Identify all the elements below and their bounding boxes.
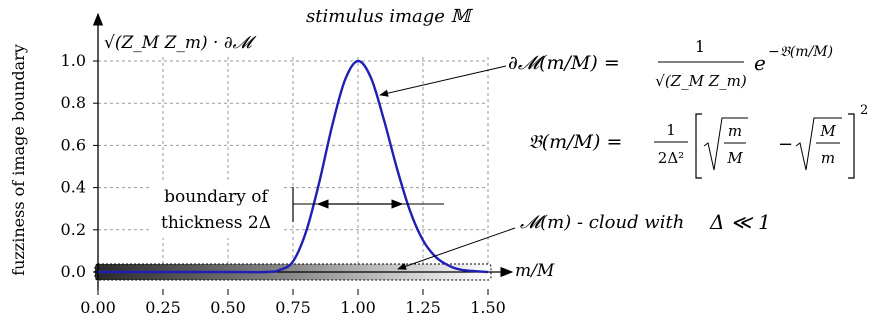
x-axis-label: m/M [515, 261, 555, 281]
x-tick-label: 0.25 [145, 298, 181, 317]
grid-lines [98, 57, 489, 272]
boundary-annotation: boundary of thickness 2Δ [150, 182, 444, 238]
formula-2-a-den: M [726, 149, 743, 167]
series-line [98, 59, 489, 274]
y-axis-annotation: √(Z_M Z_m) · ∂𝓜 [104, 33, 257, 53]
axes [92, 12, 514, 290]
formula-1: ∂𝓜(m/M) = 1 √(Z_M Z_m) e −𝔅(m/M) [508, 37, 833, 90]
formula-1-exponent: −𝔅(m/M) [768, 44, 833, 60]
formula-2-a-num: m [728, 122, 742, 140]
y-tick-label: 0.2 [61, 220, 86, 239]
y-tick-label: 0.8 [61, 93, 86, 112]
formula-2-minus: − [778, 134, 793, 155]
formula-2-lhs: 𝔅(m/M) = [528, 131, 622, 153]
y-tick-label: 0.6 [61, 135, 86, 154]
formula-1-numerator: 1 [695, 37, 705, 56]
formula-2-sup: 2 [860, 103, 868, 118]
y-tick-label: 0.0 [61, 262, 86, 281]
y-tick-label: 0.4 [61, 178, 86, 197]
y-axis-title: fuzziness of image boundary [9, 44, 28, 276]
x-tick-label: 1.50 [470, 298, 506, 317]
boundary-label-bg [150, 182, 282, 238]
formula-2-frac-num: 1 [666, 121, 676, 139]
y-tick-label: 1.0 [61, 51, 86, 70]
formula-pointer-arrow [379, 65, 507, 97]
tick-marks: 0.00 0.25 0.50 0.75 1.00 1.25 1.50 0.0 0.2 0.4 0.6… [61, 51, 506, 317]
formula-2-sqrt-a [703, 117, 748, 171]
formula-2-left-bracket [695, 113, 702, 179]
formula-1-lhs: ∂𝓜(m/M) = [508, 52, 620, 74]
formula-2-frac-den: 2Δ² [658, 149, 684, 167]
x-tick-label: 1.00 [340, 298, 376, 317]
formula-2-sqrt-b [795, 117, 842, 171]
formula-1-exp-base: e [754, 51, 766, 75]
x-tick-label: 0.00 [80, 298, 116, 317]
formula-1-denominator: √(Z_M Z_m) [655, 72, 747, 90]
formula-2-right-bracket [848, 113, 855, 179]
cloud-condition: Δ ≪ 1 [709, 210, 771, 234]
formula-2-b-den: m [821, 149, 835, 167]
cloud-label: 𝓜(m) - cloud with [520, 212, 684, 233]
chart-title: stimulus image 𝕄 [306, 6, 474, 27]
series-layer [98, 59, 489, 274]
formula-2: 𝔅(m/M) = 1 2Δ² m M − M m 2 [528, 103, 868, 179]
boundary-label-line2: thickness 2Δ [161, 213, 271, 233]
cloud-pointer-arrow [397, 227, 516, 270]
x-tick-label: 0.75 [275, 298, 311, 317]
boundary-label-line1: boundary of [164, 187, 269, 207]
x-tick-label: 0.50 [210, 298, 246, 317]
formula-2-b-num: M [819, 122, 836, 140]
x-tick-label: 1.25 [405, 298, 441, 317]
